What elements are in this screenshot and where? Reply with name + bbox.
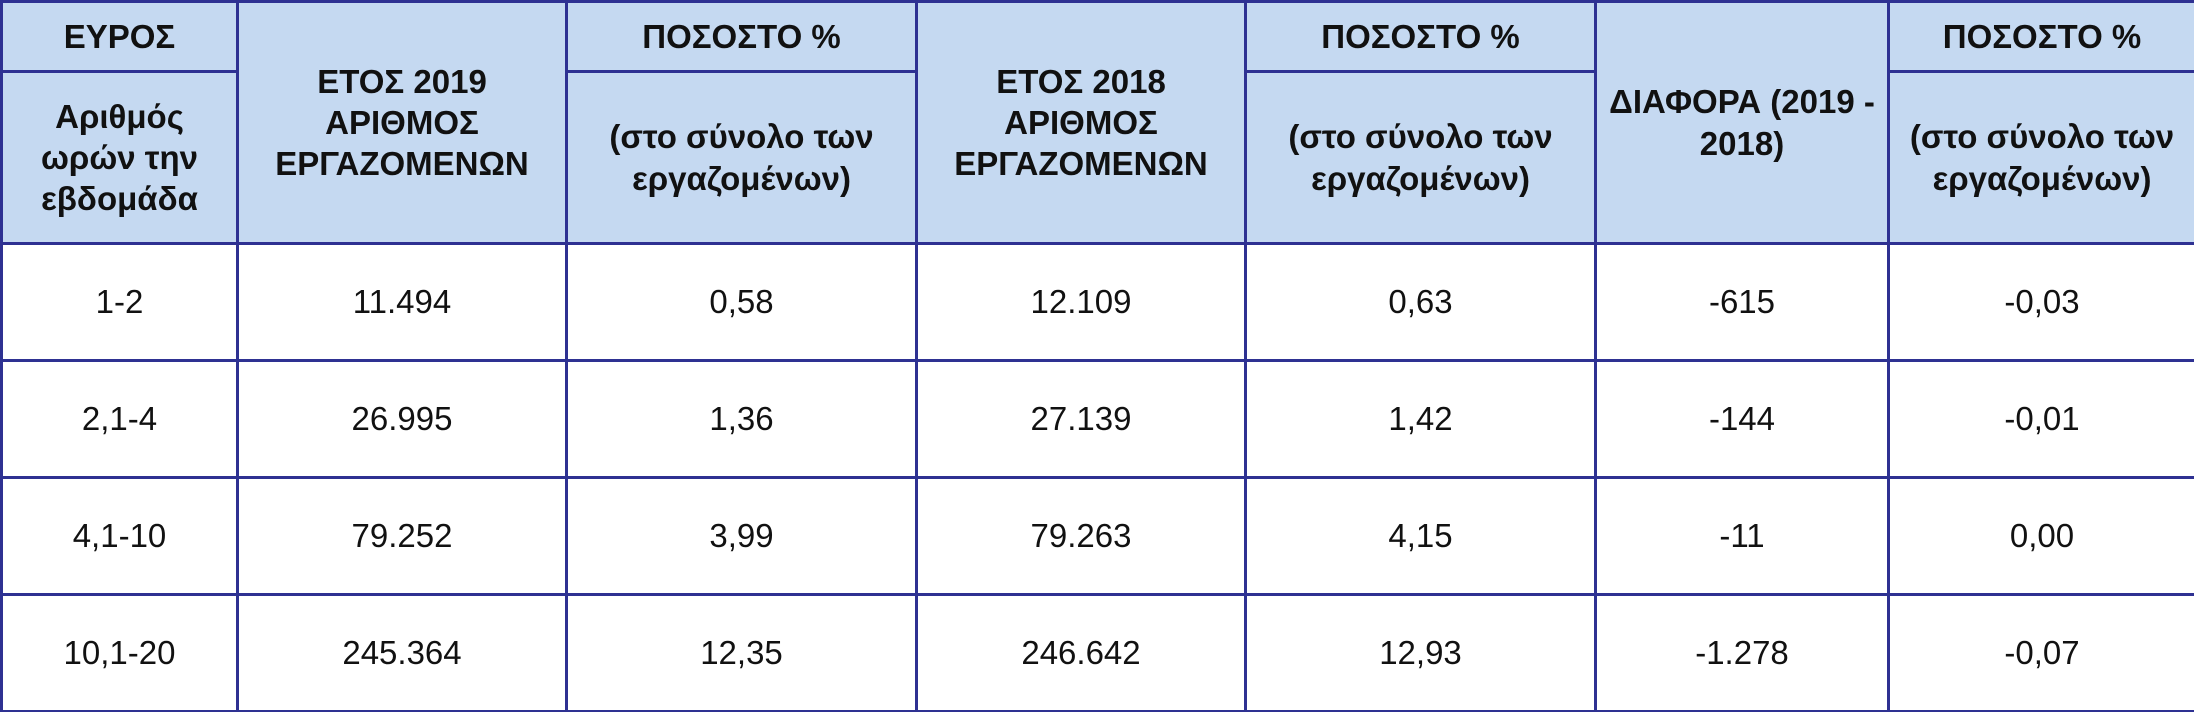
data-cell: -1.278 <box>1594 593 1890 712</box>
table-header: ΕΥΡΟΣ ΕΤΟΣ 2019 ΑΡΙΘΜΟΣ ΕΡΓΑΖΟΜΕΝΩΝ ΠΟΣΟ… <box>0 0 2194 245</box>
data-cell: 27.139 <box>915 359 1247 479</box>
data-cell: 245.364 <box>236 593 568 712</box>
data-cell: -0,03 <box>1887 242 2194 362</box>
data-cell: 79.263 <box>915 476 1247 596</box>
data-cell: 11.494 <box>236 242 568 362</box>
data-cell: 0,00 <box>1887 476 2194 596</box>
data-row: 4,1-10 79.252 3,99 79.263 4,15 -11 0,00 <box>0 476 2194 596</box>
data-row: 1-2 11.494 0,58 12.109 0,63 -615 -0,03 <box>0 242 2194 362</box>
data-cell: 12,35 <box>565 593 918 712</box>
data-row: 10,1-20 245.364 12,35 246.642 12,93 -1.278 -0,… <box>0 593 2194 712</box>
data-cell: 3,99 <box>565 476 918 596</box>
header-cell: ΠΟΣΟΣΤΟ % <box>565 0 918 73</box>
data-cell: -0,01 <box>1887 359 2194 479</box>
header-cell: ΕΥΡΟΣ <box>0 0 239 73</box>
data-cell: 4,1-10 <box>0 476 239 596</box>
header-cell: ΕΤΟΣ 2019 ΑΡΙΘΜΟΣ ΕΡΓΑΖΟΜΕΝΩΝ <box>236 0 568 245</box>
data-cell: 79.252 <box>236 476 568 596</box>
data-cell: 4,15 <box>1244 476 1597 596</box>
data-cell: -144 <box>1594 359 1890 479</box>
header-cell: ΠΟΣΟΣΤΟ % <box>1244 0 1597 73</box>
data-cell: 0,58 <box>565 242 918 362</box>
data-cell: 1,36 <box>565 359 918 479</box>
data-row: 2,1-4 26.995 1,36 27.139 1,42 -144 -0,01 <box>0 359 2194 479</box>
header-cell: (στο σύνολο των εργαζομένων) <box>1887 70 2194 245</box>
header-cell: ΠΟΣΟΣΤΟ % <box>1887 0 2194 73</box>
data-cell: -615 <box>1594 242 1890 362</box>
data-cell: 246.642 <box>915 593 1247 712</box>
header-cell: (στο σύνολο των εργαζομένων) <box>1244 70 1597 245</box>
data-cell: 12.109 <box>915 242 1247 362</box>
header-row: ΕΥΡΟΣ ΕΤΟΣ 2019 ΑΡΙΘΜΟΣ ΕΡΓΑΖΟΜΕΝΩΝ ΠΟΣΟ… <box>0 0 2194 245</box>
data-cell: 2,1-4 <box>0 359 239 479</box>
table-body: 1-2 11.494 0,58 12.109 0,63 -615 -0,03 2,1-4 26.… <box>0 242 2194 712</box>
header-row: Αριθμός ωρών την εβδομάδα (στο σύνολο τω… <box>0 70 2194 245</box>
data-cell: -11 <box>1594 476 1890 596</box>
data-cell: 1-2 <box>0 242 239 362</box>
data-cell: 1,42 <box>1244 359 1597 479</box>
data-cell: 12,93 <box>1244 593 1597 712</box>
data-cell: 10,1-20 <box>0 593 239 712</box>
data-cell: 0,63 <box>1244 242 1597 362</box>
header-cell: (στο σύνολο των εργαζομένων) <box>565 70 918 245</box>
data-cell: 26.995 <box>236 359 568 479</box>
header-cell: ΔΙΑΦΟΡΑ (2019 - 2018) <box>1594 0 1890 245</box>
header-cell: ΕΤΟΣ 2018 ΑΡΙΘΜΟΣ ΕΡΓΑΖΟΜΕΝΩΝ <box>915 0 1247 245</box>
data-cell: -0,07 <box>1887 593 2194 712</box>
header-cell: Αριθμός ωρών την εβδομάδα <box>0 70 239 245</box>
